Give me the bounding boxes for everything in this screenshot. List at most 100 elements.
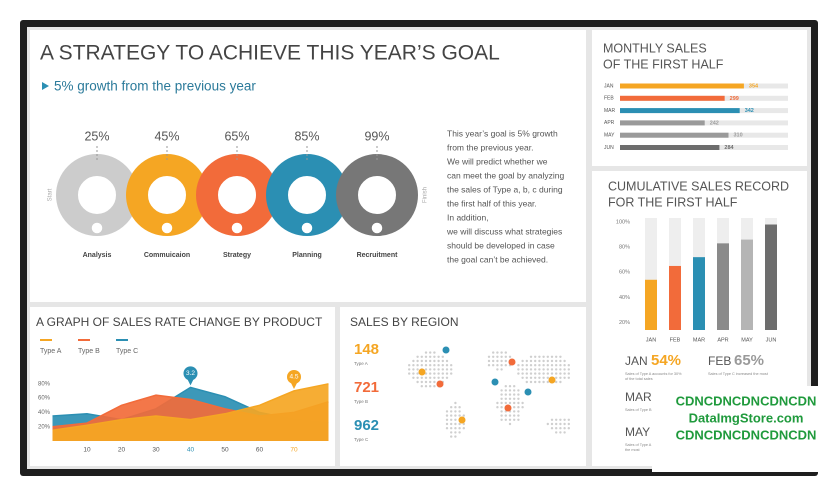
value-label: 354	[749, 83, 759, 89]
map-dot	[542, 359, 545, 363]
map-dot	[546, 422, 549, 426]
step-icon	[370, 221, 384, 235]
map-dot	[559, 422, 562, 426]
y-tick-label: 20%	[619, 320, 630, 326]
map-dot	[521, 372, 524, 375]
map-dot	[534, 368, 537, 371]
map-dot	[546, 355, 549, 358]
map-dot	[546, 380, 549, 384]
chart-title: OF THE FIRST HALF	[603, 57, 724, 71]
map-dot	[445, 368, 449, 371]
map-dot	[513, 397, 516, 400]
panel	[30, 307, 335, 466]
map-dot	[462, 414, 465, 417]
map-dot	[567, 372, 570, 375]
legend-label: Type B	[354, 399, 368, 404]
map-dot	[437, 364, 440, 367]
map-dot	[559, 431, 562, 434]
map-pin	[504, 404, 512, 412]
map-dot	[433, 368, 436, 371]
map-dot	[508, 422, 512, 426]
step-percent: 99%	[364, 129, 389, 143]
map-dot	[424, 368, 428, 371]
map-dot	[420, 355, 423, 358]
step-option: Option 02	[221, 190, 253, 197]
description-line: the first half of this year.	[447, 198, 537, 208]
map-dot	[408, 364, 411, 367]
map-dot	[441, 364, 444, 367]
map-dot	[513, 410, 516, 413]
map-dot	[500, 418, 503, 421]
annotation-bubble	[183, 366, 198, 381]
annotation-text: 4.5	[289, 374, 298, 381]
bar	[645, 279, 657, 330]
bar	[741, 239, 753, 330]
map-dot	[458, 427, 461, 430]
x-tick-label: 60	[256, 447, 264, 454]
map-dot	[450, 431, 453, 434]
map-dot	[424, 351, 428, 354]
map-dot	[563, 418, 566, 421]
bar	[620, 132, 729, 138]
map-dot	[504, 355, 507, 358]
map-dot	[420, 364, 423, 367]
x-tick-label: JUN	[766, 337, 777, 343]
map-dot	[412, 359, 415, 363]
map-dot	[416, 368, 419, 371]
map-dot	[517, 368, 520, 371]
y-tick-label: APR	[604, 120, 615, 126]
map-dot	[450, 410, 453, 413]
map-dot	[517, 401, 520, 405]
map-dot	[521, 401, 524, 405]
map-dot	[555, 422, 558, 426]
map-dot	[563, 376, 566, 379]
map-dot	[450, 372, 453, 375]
map-dot	[517, 418, 520, 421]
map-dot	[500, 397, 503, 400]
map-dot	[445, 359, 449, 363]
map-dot	[496, 368, 499, 371]
map-dot	[567, 427, 570, 430]
map-dot	[513, 385, 516, 388]
map-dot	[450, 422, 453, 426]
x-tick-label: 40	[187, 447, 195, 454]
map-dot	[567, 368, 570, 371]
map-dot	[542, 368, 545, 371]
map-dot	[504, 364, 507, 367]
map-dot	[450, 435, 453, 438]
map-dot	[517, 364, 520, 367]
legend-label: Type C	[354, 437, 369, 442]
map-dot	[412, 376, 415, 379]
map-dot	[433, 372, 436, 375]
bar	[765, 224, 777, 330]
legend-value: 148	[354, 341, 379, 358]
chart-title: A GRAPH OF SALES RATE CHANGE BY PRODUCT	[36, 315, 323, 329]
map-dot	[416, 364, 419, 367]
y-tick-label: MAY	[604, 133, 615, 139]
map-dot	[492, 351, 495, 354]
map-dot	[441, 368, 444, 371]
map-dot	[513, 401, 516, 405]
value-label: 342	[745, 108, 754, 114]
map-dot	[408, 368, 411, 371]
description-line: the sales of Type a, b, c during	[447, 184, 563, 194]
map-dot	[508, 418, 512, 421]
highlight-note: Sales of Type C increased the most	[708, 372, 769, 376]
map-dot	[542, 380, 545, 384]
map-dot	[492, 359, 495, 363]
map-dot	[513, 418, 516, 421]
map-dot	[555, 368, 558, 371]
map-dot	[420, 359, 423, 363]
map-dot	[529, 355, 533, 358]
legend-value: 962	[354, 417, 379, 434]
map-pin	[508, 358, 516, 366]
map-dot	[429, 359, 432, 363]
map-dot	[542, 355, 545, 358]
map-dot	[555, 364, 558, 367]
map-dot	[508, 355, 512, 358]
highlight-percent: 54%	[651, 352, 681, 369]
map-dot	[513, 414, 516, 417]
map-dot	[487, 359, 491, 363]
bar	[669, 265, 681, 330]
description-line: should be developed in case	[447, 240, 555, 250]
